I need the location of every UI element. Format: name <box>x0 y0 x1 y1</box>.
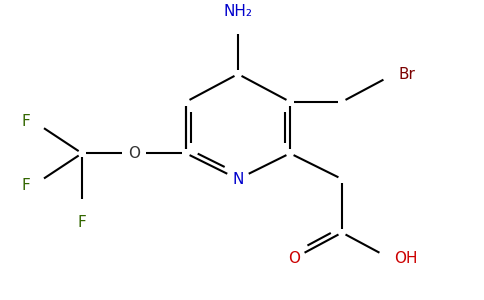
Text: O: O <box>288 251 300 266</box>
Text: F: F <box>77 215 86 230</box>
Text: OH: OH <box>394 251 418 266</box>
Text: NH₂: NH₂ <box>224 4 253 19</box>
Text: Br: Br <box>398 67 415 82</box>
Text: F: F <box>21 114 30 129</box>
Text: F: F <box>21 178 30 193</box>
Text: O: O <box>128 146 140 161</box>
Text: N: N <box>232 172 243 187</box>
